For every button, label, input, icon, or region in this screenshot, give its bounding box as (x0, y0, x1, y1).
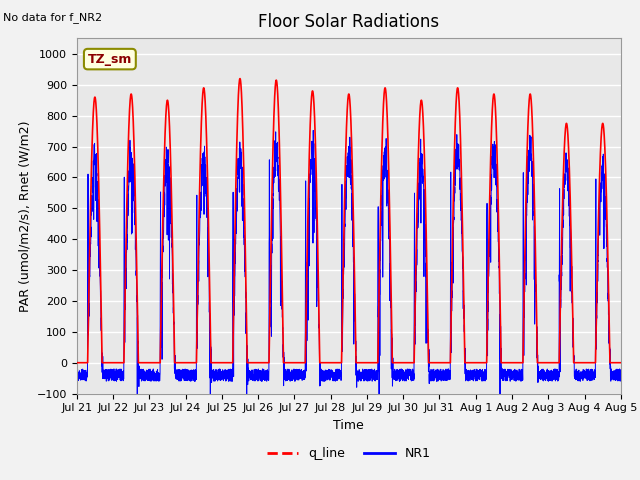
Y-axis label: PAR (umol/m2/s), Rnet (W/m2): PAR (umol/m2/s), Rnet (W/m2) (18, 120, 31, 312)
Text: TZ_sm: TZ_sm (88, 53, 132, 66)
X-axis label: Time: Time (333, 419, 364, 432)
Text: No data for f_NR2: No data for f_NR2 (3, 12, 102, 23)
Title: Floor Solar Radiations: Floor Solar Radiations (258, 13, 440, 31)
Legend: q_line, NR1: q_line, NR1 (262, 443, 436, 466)
